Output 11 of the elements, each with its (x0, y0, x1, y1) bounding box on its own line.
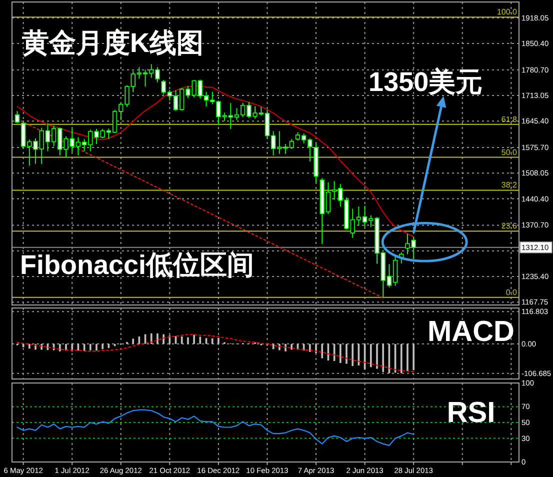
annotation: 100.0 (496, 8, 517, 17)
title: MACD (428, 316, 514, 348)
title: 黄金月度K线图 (22, 28, 204, 58)
annotation: Fibonacci低位区间 (20, 250, 254, 280)
annotation: 38.2 (501, 180, 517, 190)
annotation: 0.0 (506, 288, 517, 297)
title: RSI (446, 397, 496, 429)
annotation: 50.0 (501, 148, 517, 157)
annotation: 23.6 (501, 222, 517, 231)
annotation: 1350美元 (368, 67, 483, 98)
annotation: 61.8 (501, 114, 517, 124)
